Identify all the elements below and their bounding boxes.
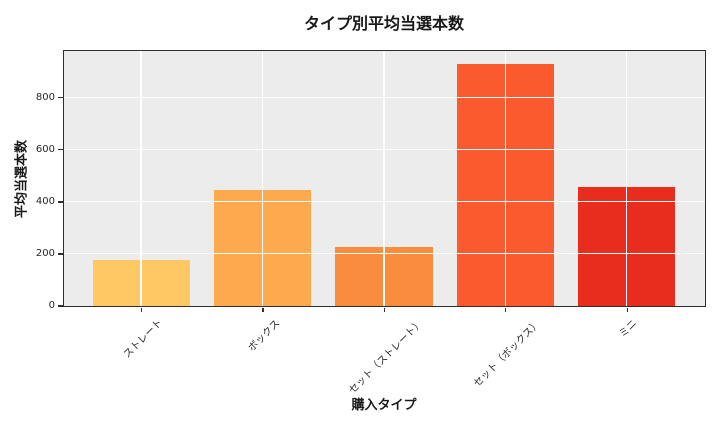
x-tick-mark bbox=[626, 307, 628, 312]
y-tick-mark bbox=[58, 253, 63, 255]
chart-title: タイプ別平均当選本数 bbox=[303, 14, 464, 33]
x-tick-label: ボックス bbox=[246, 317, 283, 354]
y-tick-mark bbox=[58, 305, 63, 307]
x-tick-mark bbox=[505, 307, 507, 312]
bar bbox=[335, 246, 433, 306]
y-tick-mark bbox=[58, 97, 63, 99]
y-tick-mark bbox=[58, 149, 63, 151]
y-tick-label: 800 bbox=[35, 91, 55, 103]
bar bbox=[456, 63, 554, 306]
x-tick-mark bbox=[262, 307, 264, 312]
bars-layer bbox=[64, 51, 705, 306]
plot-area bbox=[62, 49, 706, 307]
x-tick-mark bbox=[383, 307, 386, 312]
bar bbox=[578, 187, 676, 306]
bar bbox=[92, 259, 190, 306]
y-tick-label: 200 bbox=[35, 247, 55, 259]
x-axis-label: 購入タイプ bbox=[351, 398, 417, 413]
x-tick-mark bbox=[141, 307, 143, 312]
x-tick-label: セット（ボックス） bbox=[471, 317, 543, 390]
y-tick-label: 0 bbox=[48, 300, 55, 311]
x-tick-label: ストレート bbox=[121, 317, 165, 361]
y-tick-label: 400 bbox=[35, 195, 55, 207]
x-tick-label: ミニ bbox=[617, 317, 640, 340]
x-tick-label: セット（ストレート） bbox=[346, 317, 426, 397]
bar bbox=[214, 189, 312, 306]
y-tick-mark bbox=[58, 201, 63, 203]
y-tick-label: 600 bbox=[35, 143, 55, 155]
